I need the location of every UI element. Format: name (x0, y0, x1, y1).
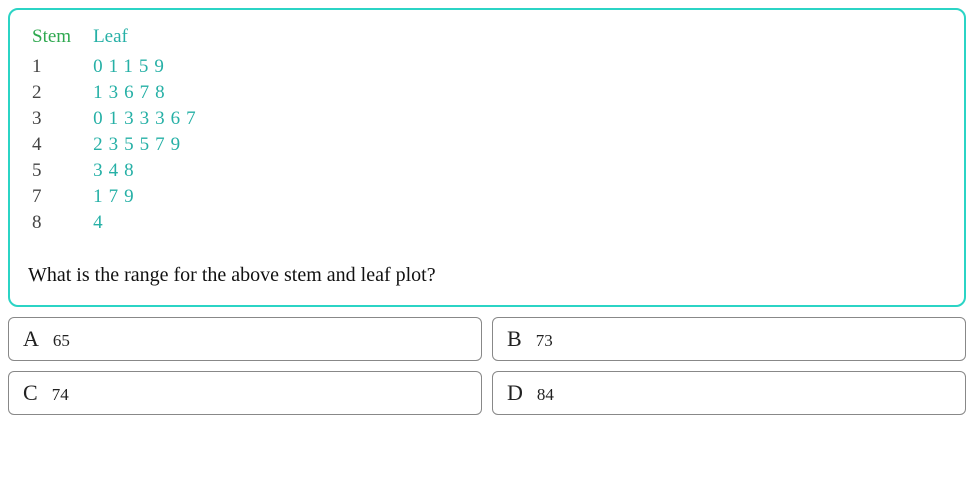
leaf-cell: 179 (89, 184, 206, 210)
stem-cell: 1 (28, 54, 89, 80)
leaf-cell: 13678 (89, 80, 206, 106)
options-row-2: C 74 D 84 (8, 371, 966, 415)
option-value: 74 (52, 385, 69, 405)
leaf-cell: 235579 (89, 132, 206, 158)
leaf-cell: 348 (89, 158, 206, 184)
table-row: 213678 (28, 80, 206, 106)
table-row: 30133367 (28, 106, 206, 132)
stem-cell: 3 (28, 106, 89, 132)
option-letter: B (507, 326, 522, 352)
stem-leaf-table: Stem Leaf 101159 213678 30133367 4235579… (28, 24, 206, 236)
question-text: What is the range for the above stem and… (28, 264, 946, 287)
question-panel: Stem Leaf 101159 213678 30133367 4235579… (8, 8, 966, 307)
option-value: 65 (53, 331, 70, 351)
option-value: 73 (536, 331, 553, 351)
leaf-cell: 01159 (89, 54, 206, 80)
option-b[interactable]: B 73 (492, 317, 966, 361)
table-row: 7179 (28, 184, 206, 210)
leaf-header: Leaf (89, 24, 206, 54)
option-letter: D (507, 380, 523, 406)
stem-cell: 8 (28, 210, 89, 236)
options-row-1: A 65 B 73 (8, 317, 966, 361)
stem-cell: 2 (28, 80, 89, 106)
table-row: 4235579 (28, 132, 206, 158)
option-c[interactable]: C 74 (8, 371, 482, 415)
option-d[interactable]: D 84 (492, 371, 966, 415)
leaf-cell: 4 (89, 210, 206, 236)
stem-cell: 5 (28, 158, 89, 184)
stem-leaf-body: 101159 213678 30133367 4235579 5348 7179… (28, 54, 206, 236)
leaf-cell: 0133367 (89, 106, 206, 132)
option-value: 84 (537, 385, 554, 405)
table-row: 101159 (28, 54, 206, 80)
option-letter: C (23, 380, 38, 406)
stem-cell: 7 (28, 184, 89, 210)
table-row: 5348 (28, 158, 206, 184)
table-row: 84 (28, 210, 206, 236)
option-a[interactable]: A 65 (8, 317, 482, 361)
stem-cell: 4 (28, 132, 89, 158)
stem-header: Stem (28, 24, 89, 54)
option-letter: A (23, 326, 39, 352)
